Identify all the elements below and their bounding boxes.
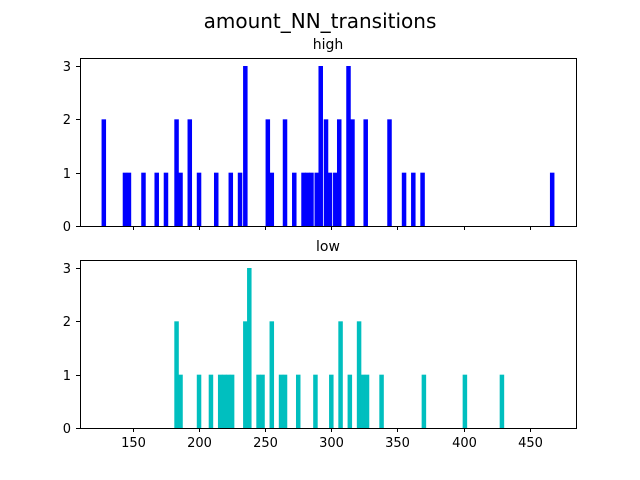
- panel-high-bar: [265, 119, 271, 226]
- panel-low-bar: [462, 374, 468, 428]
- panel-high-bar: [333, 172, 338, 226]
- panel-low-bar: [256, 374, 261, 428]
- panel-low-bar: [329, 374, 334, 428]
- panel-high-ytick-label: 2: [63, 113, 71, 128]
- panel-low-bar: [178, 374, 183, 428]
- figure-title: amount_NN_transitions: [204, 9, 437, 33]
- panel-high-bar: [141, 172, 146, 226]
- panel-low-ytick-label: 1: [63, 369, 71, 384]
- panel-high-bar: [154, 172, 159, 226]
- panel-low-bar: [499, 374, 505, 428]
- panel-low-bar: [282, 374, 288, 428]
- panel-high-bar: [305, 172, 310, 226]
- panel-high-bar: [420, 172, 425, 226]
- panel-high-bar: [292, 172, 297, 226]
- panel-low-bar: [269, 321, 275, 428]
- panel-low-bar: [379, 374, 384, 428]
- panel-low-title: low: [316, 239, 340, 255]
- panel-low-bar: [221, 374, 227, 428]
- panel-high-bar: [237, 172, 243, 226]
- panel-high-bar: [411, 172, 416, 226]
- panel-high-bar: [401, 172, 407, 226]
- panel-low-bar: [247, 268, 252, 428]
- panel-high-bar: [301, 172, 306, 226]
- panel-low-bar: [356, 321, 362, 428]
- panel-high-ytick-label: 1: [63, 167, 71, 182]
- panel-low-bar: [243, 321, 248, 428]
- panel-low-bar: [338, 321, 343, 428]
- panel-low-bar: [217, 374, 223, 428]
- panel-low-bar: [364, 374, 370, 428]
- panel-high-bar: [327, 172, 333, 226]
- panel-low-bar: [260, 374, 265, 428]
- panel-high-bar: [282, 119, 288, 226]
- panel-high-bar: [346, 66, 351, 226]
- panel-low: low 0 1 2 3 150 200 250 300 350 400 450: [63, 239, 577, 451]
- panel-low-bar: [295, 374, 301, 428]
- panel-low-bar: [278, 374, 284, 428]
- panel-high-bar: [178, 172, 183, 226]
- panel-low-bar: [229, 374, 235, 428]
- panel-low-xtick-label: 250: [253, 436, 278, 451]
- panel-high-bar: [187, 119, 193, 226]
- panel-low-xtick-label: 350: [385, 436, 410, 451]
- panel-low-bar: [196, 374, 202, 428]
- panel-low-bar: [421, 374, 427, 428]
- panel-low-ytick-label: 3: [63, 262, 71, 277]
- panel-high-bar: [163, 172, 169, 226]
- panel-low-ytick-label: 0: [63, 422, 71, 437]
- panel-high-ytick-label: 3: [63, 60, 71, 75]
- panel-high-bar: [387, 119, 392, 226]
- panel-high-title: high: [313, 37, 344, 53]
- panel-low-xtick-label: 450: [518, 436, 543, 451]
- panel-low-frame: [80, 260, 577, 429]
- panel-high-bar: [314, 172, 320, 226]
- panel-high-bar: [309, 172, 314, 226]
- panel-high-bar: [126, 172, 132, 226]
- panel-high-bar: [318, 66, 323, 226]
- panel-high-bar: [243, 66, 248, 226]
- panel-high-bar: [213, 172, 219, 226]
- panel-high-bar: [269, 172, 275, 226]
- panel-high-bar: [350, 119, 355, 226]
- panel-high-bar: [196, 172, 202, 226]
- panel-low-xtick-label: 400: [452, 436, 477, 451]
- panel-high-bar: [363, 119, 368, 226]
- panel-low-bar: [347, 374, 353, 428]
- panel-low-bar: [208, 374, 214, 428]
- panel-high-bar: [549, 172, 555, 226]
- panel-low-bar: [174, 321, 179, 428]
- panel-high-bar: [228, 172, 234, 226]
- panel-high-bar: [323, 119, 329, 226]
- panel-high-frame: [80, 58, 577, 227]
- panel-low-bar: [225, 374, 231, 428]
- panel-low-bars: [174, 268, 505, 428]
- panel-low-xtick-label: 150: [121, 436, 146, 451]
- panel-low-ytick-label: 2: [63, 315, 71, 330]
- panel-high-bar: [174, 119, 179, 226]
- panel-high-bar: [122, 172, 128, 226]
- panel-low-bar: [313, 374, 318, 428]
- panel-high-ytick-label: 0: [63, 220, 71, 235]
- panel-high-bars: [101, 66, 555, 226]
- panel-high-bar: [336, 119, 342, 226]
- panel-low-bar: [360, 374, 366, 428]
- panel-high-bar: [101, 119, 107, 226]
- panel-high: high 0 1 2 3: [63, 37, 577, 235]
- panel-low-xtick-label: 200: [187, 436, 212, 451]
- panel-low-xtick-label: 300: [319, 436, 344, 451]
